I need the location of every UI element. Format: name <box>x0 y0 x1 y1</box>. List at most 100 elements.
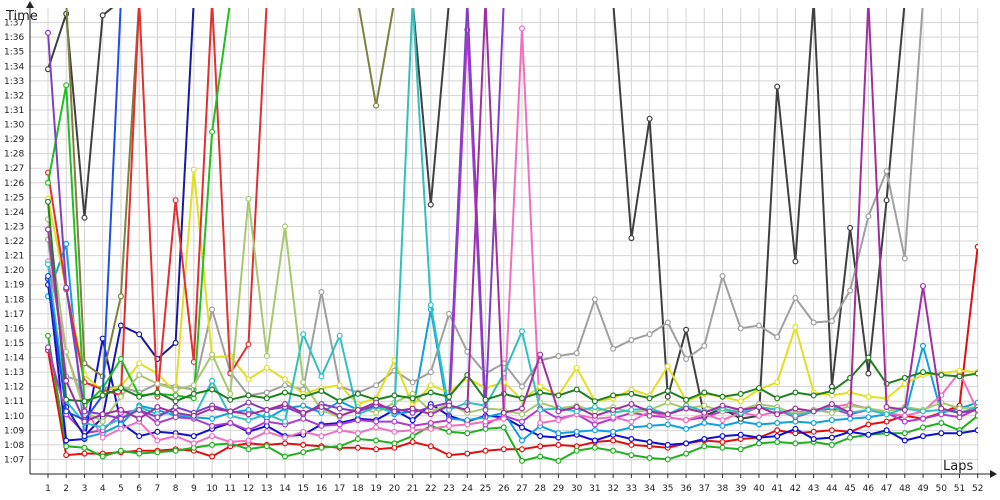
x-tick-label: 35 <box>662 484 673 494</box>
data-point <box>901 418 908 425</box>
data-point <box>263 443 270 450</box>
data-point <box>919 424 926 431</box>
data-point <box>81 214 88 221</box>
data-point <box>883 427 890 434</box>
data-point <box>828 318 835 325</box>
data-point <box>938 430 945 437</box>
y-tick-label: 1:29 <box>4 135 24 145</box>
data-point <box>482 396 489 403</box>
data-point <box>719 433 726 440</box>
x-tick-label: 9 <box>191 484 197 494</box>
data-point <box>409 417 416 424</box>
x-tick-label: 8 <box>173 484 179 494</box>
data-point <box>919 408 926 415</box>
data-point <box>828 401 835 408</box>
data-point <box>701 402 708 409</box>
data-point <box>282 418 289 425</box>
data-point <box>683 396 690 403</box>
data-point <box>117 447 124 454</box>
y-tick-label: 1:20 <box>4 266 24 276</box>
x-tick-label: 48 <box>899 484 911 494</box>
x-tick-label: 47 <box>881 484 892 494</box>
data-point <box>719 422 726 429</box>
data-point <box>209 441 216 448</box>
data-point <box>683 450 690 457</box>
series-line <box>47 8 978 429</box>
x-tick-label: 10 <box>206 484 218 494</box>
data-point <box>664 411 671 418</box>
data-point <box>628 452 635 459</box>
data-point <box>719 417 726 424</box>
data-point <box>354 390 361 397</box>
data-point <box>683 440 690 447</box>
data-point <box>701 443 708 450</box>
x-tick-label: 40 <box>753 484 765 494</box>
data-point <box>664 441 671 448</box>
data-point <box>610 428 617 435</box>
data-point <box>664 363 671 370</box>
data-point <box>427 443 434 450</box>
data-point <box>573 404 580 411</box>
data-point <box>737 431 744 438</box>
y-tick-label: 1:11 <box>4 397 24 407</box>
data-point <box>99 411 106 418</box>
data-point <box>628 235 635 242</box>
data-point <box>209 386 216 393</box>
data-point <box>919 415 926 422</box>
data-point <box>409 439 416 446</box>
data-point <box>518 446 525 453</box>
data-point <box>354 430 361 437</box>
x-tick-label: 30 <box>571 484 583 494</box>
data-point <box>427 404 434 411</box>
data-point <box>227 420 234 427</box>
data-point <box>956 373 963 380</box>
data-point <box>737 415 744 422</box>
data-point <box>719 439 726 446</box>
data-point <box>865 414 872 421</box>
data-point <box>336 405 343 412</box>
data-point <box>883 418 890 425</box>
data-point <box>391 408 398 415</box>
y-axis-arrow <box>26 1 34 8</box>
data-point <box>300 428 307 435</box>
y-tick-label: 1:07 <box>4 455 24 465</box>
y-tick-label: 1:15 <box>4 339 24 349</box>
data-point <box>482 418 489 425</box>
data-point <box>537 443 544 450</box>
data-point <box>99 453 106 460</box>
data-point <box>901 380 908 387</box>
data-point <box>518 411 525 418</box>
data-point <box>99 12 106 19</box>
x-tick-label: 28 <box>534 484 546 494</box>
y-tick-label: 1:32 <box>4 91 24 101</box>
data-point <box>446 393 453 400</box>
x-axis-title: Laps <box>943 459 973 474</box>
data-point <box>63 452 70 459</box>
data-point <box>847 287 854 294</box>
series-line <box>47 8 906 420</box>
data-point <box>683 417 690 424</box>
data-point <box>537 420 544 427</box>
data-point <box>44 226 51 233</box>
data-point <box>391 418 398 425</box>
data-point <box>537 351 544 358</box>
data-point <box>919 369 926 376</box>
data-point <box>354 417 361 424</box>
data-point <box>847 434 854 441</box>
data-point <box>591 404 598 411</box>
data-point <box>482 406 489 413</box>
data-point <box>500 424 507 431</box>
data-point <box>245 417 252 424</box>
data-point <box>573 350 580 357</box>
data-point <box>555 430 562 437</box>
data-point <box>318 433 325 440</box>
data-point <box>628 390 635 397</box>
data-point <box>81 444 88 451</box>
data-point <box>646 422 653 429</box>
data-point <box>555 353 562 360</box>
data-point <box>136 415 143 422</box>
data-point <box>300 393 307 400</box>
data-point <box>63 396 70 403</box>
series-lines <box>44 8 978 464</box>
data-point <box>81 433 88 440</box>
